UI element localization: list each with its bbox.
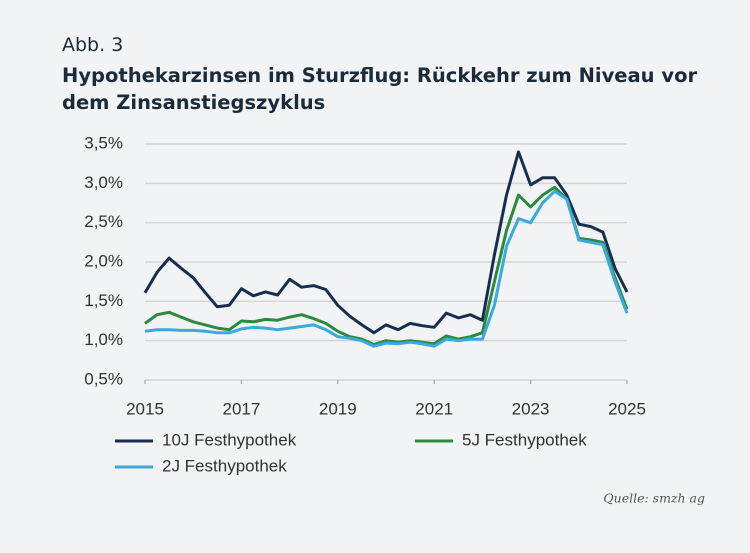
x-tick-label: 2019 [319,399,357,418]
legend-label: 5J Festhypothek [462,430,587,449]
line-series [144,185,629,347]
source: Quelle: smzh ag [603,491,705,506]
legend-label: 10J Festhypothek [162,430,297,449]
y-tick-label: 3,5% [84,133,123,152]
y-tick-label: 3,0% [84,173,123,192]
y-tick-label: 1,5% [84,291,123,310]
x-tick-label: 2015 [126,399,164,418]
y-tick-label: 1,0% [84,330,123,349]
legend-label: 2J Festhypothek [162,456,287,475]
x-tick-label: 2025 [608,399,646,418]
figure-label: Abb. 3 [62,34,124,56]
line-series [143,150,629,335]
y-tick-label: 2,5% [84,212,123,231]
x-tick-label: 2021 [415,399,453,418]
line-series [144,189,629,348]
y-tick-label: 0,5% [84,369,123,388]
y-tick-label: 2,0% [84,251,123,270]
x-tick-label: 2023 [512,399,550,418]
chart-title: Hypothekarzinsen im Sturzflug: Rückkehr … [62,64,698,114]
x-tick-label: 2017 [222,399,260,418]
